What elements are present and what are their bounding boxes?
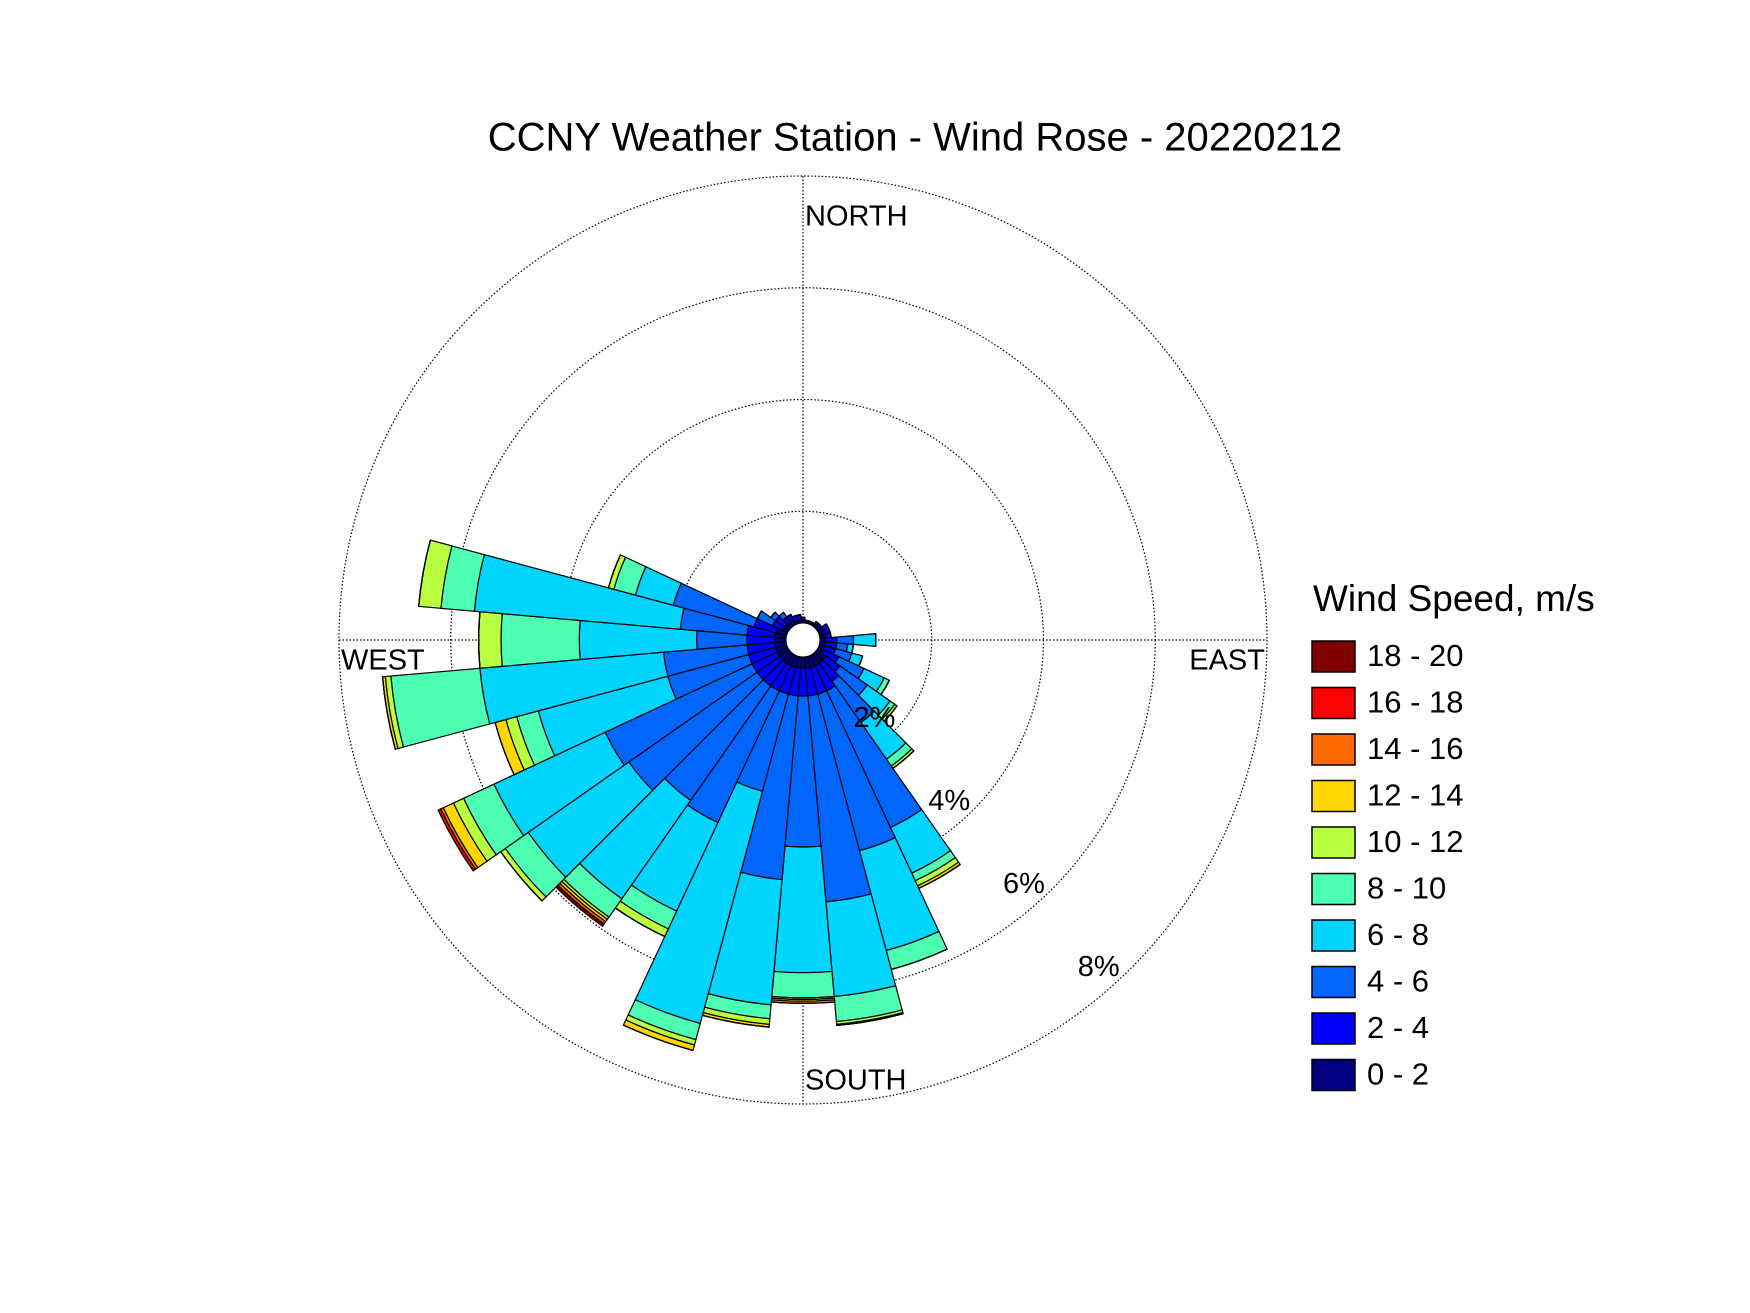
grid-ring: [338, 175, 1268, 1105]
wedge: [836, 1013, 904, 1027]
legend-label: 10 - 12: [1367, 824, 1464, 859]
legend-swatch: [1311, 733, 1356, 766]
labels: 2% 4% 6% 8% NORTH SOUTH WEST EAST: [341, 201, 1265, 1097]
wedge: [478, 611, 503, 669]
legend-label: 16 - 18: [1367, 685, 1464, 720]
compass-label: WEST: [341, 645, 425, 677]
legend-swatch: [1311, 826, 1356, 859]
legend-label: 4 - 6: [1367, 964, 1429, 999]
wedge: [381, 676, 396, 750]
wedge: [852, 632, 877, 648]
legend-label: 12 - 14: [1367, 778, 1464, 813]
grid-ring: [673, 510, 933, 770]
compass-label: SOUTH: [805, 1065, 907, 1097]
wedge: [756, 610, 763, 619]
chart-title: CCNY Weather Station - Wind Rose - 20220…: [488, 116, 1343, 160]
r-tick-label: 8%: [1078, 951, 1120, 983]
legend-label: 6 - 8: [1367, 917, 1429, 952]
r-tick-label: 6%: [1003, 868, 1045, 900]
legend-swatch: [1311, 779, 1356, 813]
r-tick-label: 4%: [928, 785, 970, 817]
legend-title: Wind Speed, m/s: [1313, 578, 1595, 619]
legend: 0 - 2 2 - 4 4 - 6 6 - 8 8 - 10 10 - 12 12 - 14…: [1311, 638, 1464, 1092]
legend-label: 18 - 20: [1367, 638, 1464, 673]
legend-swatch: [1311, 872, 1356, 906]
wedge: [770, 611, 776, 618]
wedge: [500, 613, 581, 667]
legend-swatch: [1311, 686, 1356, 720]
compass-label: EAST: [1189, 645, 1265, 677]
legend-swatch: [1311, 1058, 1356, 1092]
wedges: [381, 539, 962, 1052]
compass-label: NORTH: [805, 201, 908, 233]
legend-swatch: [1311, 965, 1356, 999]
legend-label: 14 - 16: [1367, 731, 1464, 766]
legend-label: 8 - 10: [1367, 871, 1446, 906]
wedge: [607, 554, 622, 589]
center-hole: [785, 622, 821, 658]
legend-swatch: [1311, 919, 1356, 952]
wedge: [796, 614, 801, 617]
wedge: [437, 809, 474, 872]
grid-ring: [561, 398, 1045, 882]
legend-swatch: [1311, 1012, 1356, 1045]
r-tick-label: 2%: [853, 702, 895, 734]
legend-swatch: [1311, 640, 1356, 673]
wedge: [623, 1024, 694, 1051]
legend-label: 2 - 4: [1367, 1010, 1429, 1045]
legend-label: 0 - 2: [1367, 1057, 1429, 1092]
wedge: [771, 970, 835, 999]
